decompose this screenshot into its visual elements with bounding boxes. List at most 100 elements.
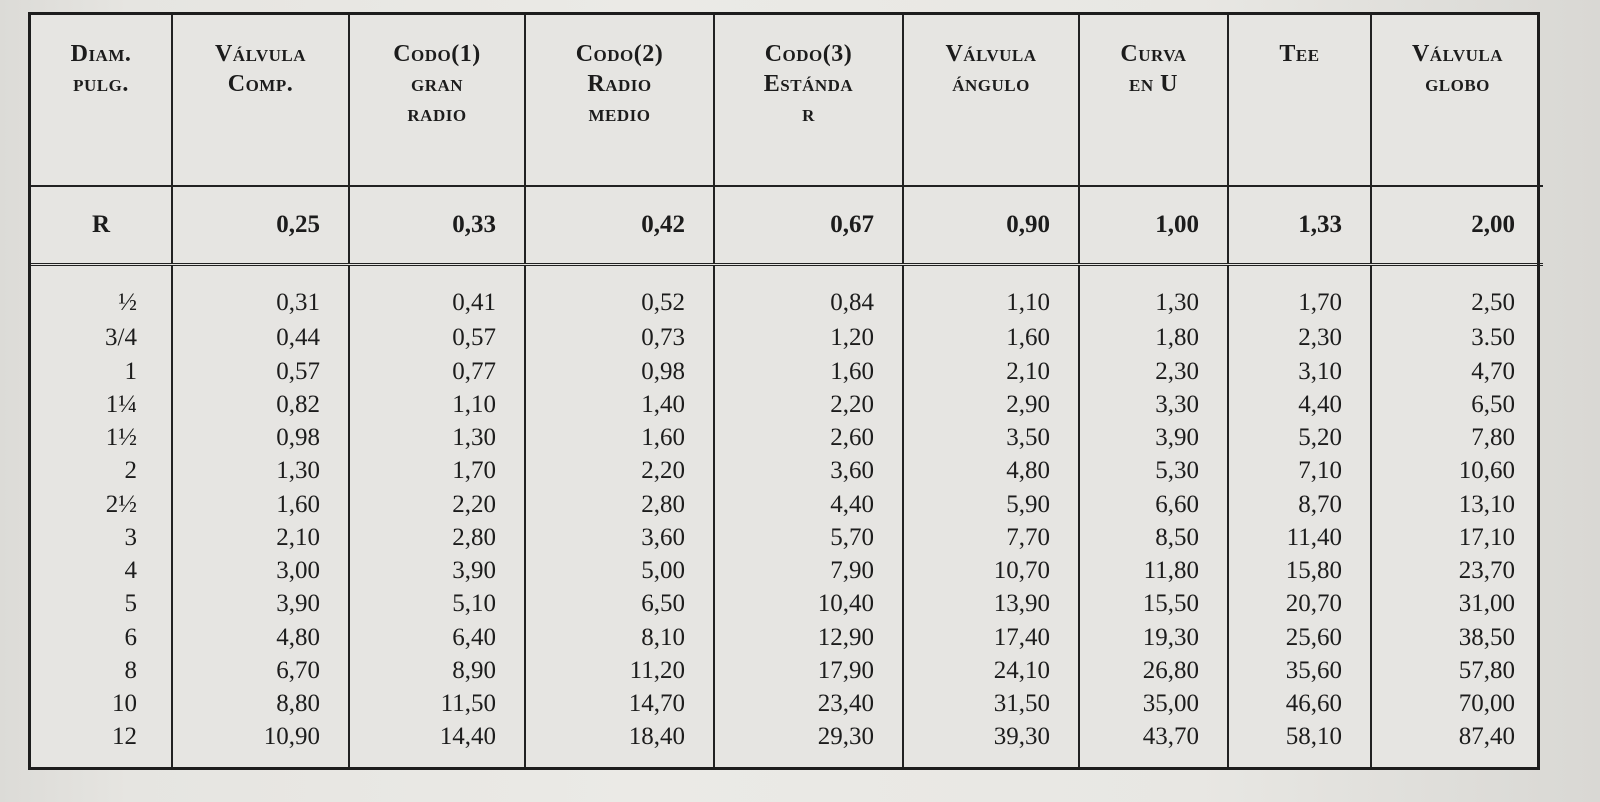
value-cell-gate-valve: 2,10 — [171, 522, 349, 557]
r-value-u-bend: 1,00 — [1078, 186, 1228, 266]
column-header-line: en U — [1129, 71, 1178, 97]
value-cell-u-bend: 26,80 — [1078, 655, 1228, 690]
diameter-cell: 8 — [124, 656, 138, 684]
column-header-line: Comp. — [227, 71, 294, 97]
value-cell-elbow-medium-radius: 14,70 — [524, 689, 714, 723]
column-header-line: Curva — [1120, 41, 1187, 67]
value-cell-elbow-standard: 17,90 — [713, 655, 903, 690]
value-cell-gate-valve: 0,57 — [171, 356, 349, 390]
diameter-cell: 10 — [112, 690, 137, 718]
table-row: 10 8,80 11,50 14,70 23,40 31,50 35,00 46,60 70,0… — [31, 689, 1543, 723]
value-cell-elbow-long-radius: 11,50 — [348, 689, 525, 723]
value-cell-elbow-medium-radius: 2,20 — [524, 456, 714, 490]
value-cell-gate-valve: 0,44 — [171, 323, 349, 357]
column-header-line: Codo(3) — [764, 41, 853, 67]
table-row: 6 4,80 6,40 8,10 12,90 17,40 19,30 25,60 38,50 — [31, 622, 1543, 656]
column-header-line: Codo(2) — [575, 41, 664, 67]
table-row: 4 3,00 3,90 5,00 7,90 10,70 11,80 15,80 23,70 — [31, 556, 1543, 590]
value-cell-globe-valve: 3.50 — [1370, 323, 1543, 357]
value-cell-elbow-standard: 5,70 — [713, 522, 903, 557]
diameter-cell: 4 — [124, 557, 138, 585]
value-cell-u-bend: 19,30 — [1078, 622, 1228, 656]
r-label: R — [31, 186, 172, 266]
value-cell-elbow-long-radius: 14,40 — [348, 722, 525, 767]
value-cell-elbow-medium-radius: 0,73 — [524, 323, 714, 357]
value-cell-elbow-long-radius: 5,10 — [348, 589, 525, 623]
r-value-elbow-standard: 0,67 — [713, 186, 903, 266]
diameter-cell: 3 — [124, 523, 138, 551]
value-cell-angle-valve: 31,50 — [902, 689, 1079, 723]
r-value-elbow-medium-radius: 0,42 — [524, 186, 714, 266]
value-cell-angle-valve: 10,70 — [902, 556, 1079, 590]
value-cell-elbow-standard: 23,40 — [713, 689, 903, 723]
value-cell-elbow-standard: 0,84 — [713, 264, 903, 324]
value-cell-u-bend: 1,30 — [1078, 264, 1228, 324]
value-cell-elbow-long-radius: 0,41 — [348, 264, 525, 324]
value-cell-tee: 20,70 — [1227, 589, 1371, 623]
column-header-angle-valve: Válvula ángulo — [902, 15, 1079, 187]
value-cell-elbow-long-radius: 1,30 — [348, 423, 525, 457]
column-header-u-bend: Curva en U — [1078, 15, 1228, 187]
value-cell-elbow-standard: 1,20 — [713, 323, 903, 357]
value-cell-elbow-long-radius: 6,40 — [348, 622, 525, 656]
table-row: 3 2,10 2,80 3,60 5,70 7,70 8,50 11,40 17,10 — [31, 522, 1543, 557]
value-cell-globe-valve: 10,60 — [1370, 456, 1543, 490]
column-header-line: Válvula — [214, 41, 307, 67]
column-header-line: Estánda — [763, 71, 854, 97]
value-cell-gate-valve: 0,98 — [171, 423, 349, 457]
value-cell-globe-valve: 2,50 — [1370, 264, 1543, 324]
value-cell-elbow-medium-radius: 8,10 — [524, 622, 714, 656]
value-cell-globe-valve: 6,50 — [1370, 389, 1543, 424]
value-cell-globe-valve: 7,80 — [1370, 423, 1543, 457]
column-header-gate-valve: Válvula Comp. — [171, 15, 349, 187]
value-cell-angle-valve: 24,10 — [902, 655, 1079, 690]
value-cell-u-bend: 43,70 — [1078, 722, 1228, 767]
value-cell-u-bend: 15,50 — [1078, 589, 1228, 623]
value-cell-globe-valve: 38,50 — [1370, 622, 1543, 656]
r-value-angle-valve: 0,90 — [902, 186, 1079, 266]
value-cell-elbow-medium-radius: 2,80 — [524, 489, 714, 523]
value-cell-elbow-long-radius: 1,10 — [348, 389, 525, 424]
header-row: Diam. pulg. Válvula Comp. Codo(1) gran radio Co… — [31, 15, 1543, 187]
value-cell-elbow-long-radius: 8,90 — [348, 655, 525, 690]
value-cell-elbow-long-radius: 0,57 — [348, 323, 525, 357]
value-cell-tee: 46,60 — [1227, 689, 1371, 723]
value-cell-gate-valve: 10,90 — [171, 722, 349, 767]
value-cell-elbow-standard: 3,60 — [713, 456, 903, 490]
value-cell-angle-valve: 17,40 — [902, 622, 1079, 656]
value-cell-tee: 58,10 — [1227, 722, 1371, 767]
value-cell-gate-valve: 0,82 — [171, 389, 349, 424]
table-row: 5 3,90 5,10 6,50 10,40 13,90 15,50 20,70 31,00 — [31, 589, 1543, 623]
value-cell-tee: 8,70 — [1227, 489, 1371, 523]
column-header-line: gran — [410, 71, 464, 97]
value-cell-angle-valve: 2,10 — [902, 356, 1079, 390]
table-row: 2½ 1,60 2,20 2,80 4,40 5,90 6,60 8,70 13,10 — [31, 489, 1543, 523]
column-header-elbow-long-radius: Codo(1) gran radio — [348, 15, 525, 187]
value-cell-elbow-standard: 2,20 — [713, 389, 903, 424]
value-cell-globe-valve: 17,10 — [1370, 522, 1543, 557]
table-row: 2 1,30 1,70 2,20 3,60 4,80 5,30 7,10 10,60 — [31, 456, 1543, 490]
table-body: ½ 0,31 0,41 0,52 0,84 1,10 1,30 1,70 2,50 3/4 0,44… — [31, 264, 1543, 767]
column-header-line: Radio — [587, 71, 652, 97]
value-cell-tee: 4,40 — [1227, 389, 1371, 424]
value-cell-gate-valve: 3,90 — [171, 589, 349, 623]
column-header-line: globo — [1425, 71, 1490, 97]
value-cell-elbow-long-radius: 0,77 — [348, 356, 525, 390]
value-cell-elbow-standard: 2,60 — [713, 423, 903, 457]
column-header-globe-valve: Válvula globo — [1370, 15, 1543, 187]
value-cell-elbow-long-radius: 2,80 — [348, 522, 525, 557]
table-row: 1½ 0,98 1,30 1,60 2,60 3,50 3,90 5,20 7,80 — [31, 423, 1543, 457]
column-header-line: radio — [407, 101, 467, 127]
value-cell-elbow-standard: 10,40 — [713, 589, 903, 623]
column-header-line: pulg. — [73, 71, 129, 97]
value-cell-elbow-medium-radius: 5,00 — [524, 556, 714, 590]
value-cell-elbow-long-radius: 1,70 — [348, 456, 525, 490]
value-cell-elbow-medium-radius: 18,40 — [524, 722, 714, 767]
value-cell-u-bend: 1,80 — [1078, 323, 1228, 357]
column-header-line: Codo(1) — [393, 41, 481, 67]
table-row: 1¼ 0,82 1,10 1,40 2,20 2,90 3,30 4,40 6,50 — [31, 389, 1543, 424]
value-cell-tee: 1,70 — [1227, 264, 1371, 324]
diameter-cell: 12 — [112, 723, 137, 751]
value-cell-gate-valve: 4,80 — [171, 622, 349, 656]
